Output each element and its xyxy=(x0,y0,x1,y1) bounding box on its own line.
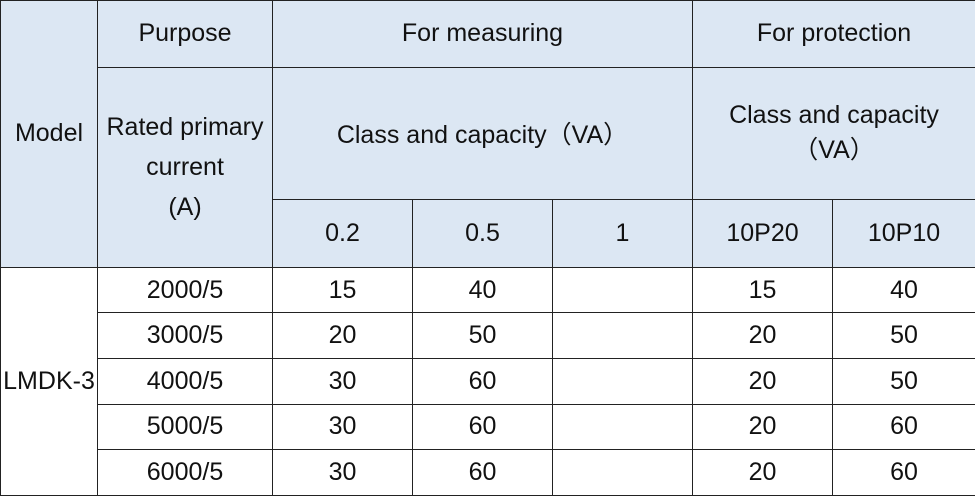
header-cell: Rated primary current (A) xyxy=(97,66,273,268)
data-row: LMDK-3 2000/5 15 40 15 40 xyxy=(0,266,975,496)
value-cell: 40 xyxy=(832,266,975,314)
value-cell: 50 xyxy=(412,312,553,360)
value-cell: 60 xyxy=(412,358,553,405)
value-cell: 50 xyxy=(832,358,975,405)
value-cell: 20 xyxy=(692,358,833,405)
current-cell: 5000/5 xyxy=(97,403,273,451)
header-cell: 10P10 xyxy=(832,198,975,268)
header-cell: 1 xyxy=(552,198,693,268)
header-cell: 10P20 xyxy=(692,198,833,268)
header-cell: 0.5 xyxy=(412,198,553,268)
value-cell: 50 xyxy=(832,312,975,360)
value-cell: 30 xyxy=(272,449,413,496)
header-cell: Purpose xyxy=(97,0,273,68)
header-cell: Class and capacity（VA） xyxy=(272,66,693,200)
current-cell: 3000/5 xyxy=(97,312,273,360)
current-cell: 2000/5 xyxy=(97,266,273,314)
data-row: 5000/5 30 60 20 60 xyxy=(1,403,975,451)
header-row: Rated primary current (A) Class and capa… xyxy=(1,66,975,268)
value-cell: 30 xyxy=(272,358,413,405)
value-cell: 20 xyxy=(692,403,833,451)
value-cell: 20 xyxy=(692,312,833,360)
value-cell: 20 xyxy=(692,449,833,496)
header-text: Rated primary current xyxy=(106,113,264,182)
header-cell: Class and capacity（VA） xyxy=(692,66,975,200)
header-cell: For measuring xyxy=(272,0,693,68)
value-cell: 60 xyxy=(412,403,553,451)
value-cell: 40 xyxy=(412,266,553,314)
data-row: 4000/5 30 60 20 50 xyxy=(1,358,975,405)
current-cell: 4000/5 xyxy=(97,358,273,405)
data-row: 6000/5 30 60 20 60 xyxy=(1,449,975,496)
model-cell: LMDK-3 xyxy=(0,266,98,496)
value-cell xyxy=(552,449,693,496)
value-cell: 15 xyxy=(692,266,833,314)
value-cell xyxy=(552,403,693,451)
data-row: 3000/5 20 50 20 50 xyxy=(1,312,975,360)
header-cell: 0.2 xyxy=(272,198,413,268)
header-cell: For protection xyxy=(692,0,975,68)
header-row: Model Purpose For measuring For protecti… xyxy=(0,0,975,268)
current-cell: 6000/5 xyxy=(97,449,273,496)
header-cell: Model xyxy=(0,0,98,268)
header-text: (A) xyxy=(168,193,202,222)
value-cell: 30 xyxy=(272,403,413,451)
value-cell: 60 xyxy=(832,449,975,496)
value-cell xyxy=(552,358,693,405)
value-cell: 60 xyxy=(412,449,553,496)
value-cell: 20 xyxy=(272,312,413,360)
value-cell: 60 xyxy=(832,403,975,451)
value-cell: 15 xyxy=(272,266,413,314)
value-cell xyxy=(552,266,693,314)
value-cell xyxy=(552,312,693,360)
header-row: 0.2 0.5 1 10P20 10P10 xyxy=(1,198,975,268)
